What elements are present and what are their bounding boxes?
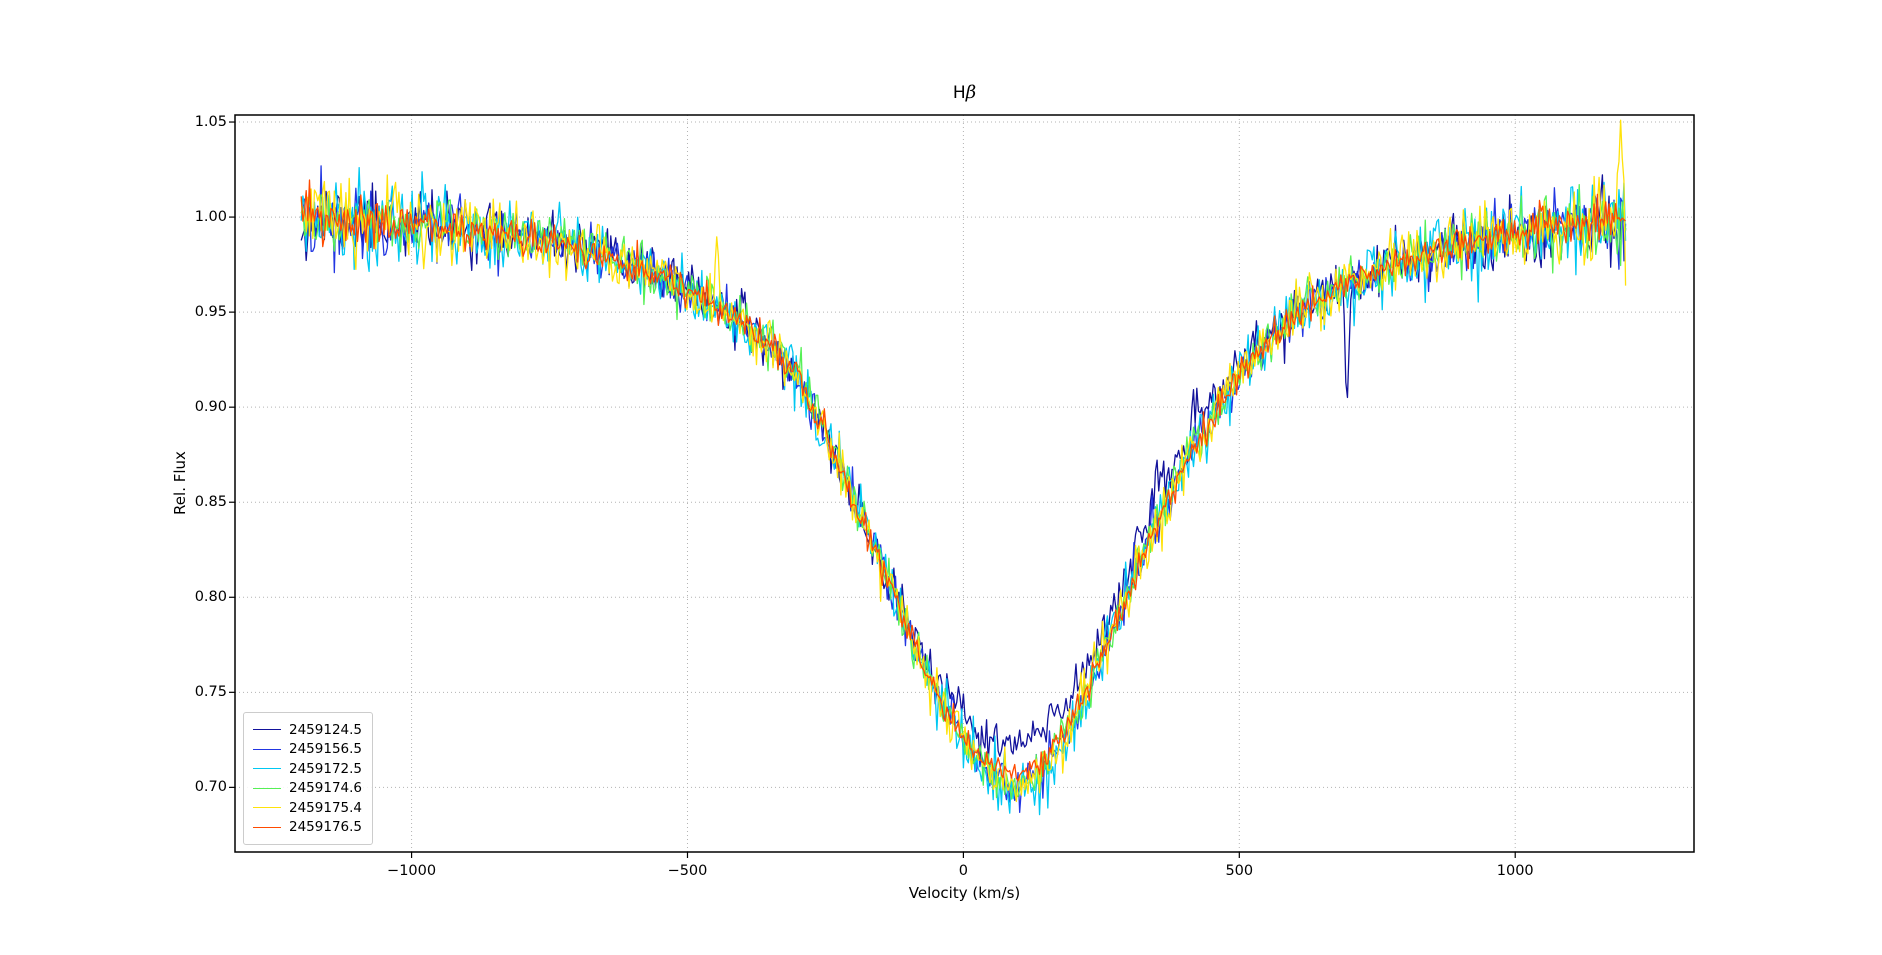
legend-entry-2459174.6: 2459174.6 xyxy=(253,779,362,799)
y-tick-label: 0.80 xyxy=(194,589,227,606)
legend-label: 2459176.5 xyxy=(289,819,363,836)
x-tick-label: 1000 xyxy=(1496,863,1534,879)
y-tick-label: 0.90 xyxy=(194,399,227,416)
legend-label: 2459124.5 xyxy=(289,721,363,738)
legend-box: 2459124.5 2459156.5 2459172.5 2459174.6 2459… xyxy=(243,712,374,845)
y-tick-label: 0.85 xyxy=(194,494,227,511)
y-axis-label: Rel. Flux xyxy=(171,451,189,515)
legend-entry-2459175.4: 2459175.4 xyxy=(253,798,362,818)
y-tick-label: 1.00 xyxy=(194,209,227,226)
y-tick-label: 0.95 xyxy=(194,304,227,321)
x-tick-label: −500 xyxy=(667,863,708,879)
legend-line-sample xyxy=(253,768,281,770)
legend-entry-2459156.5: 2459156.5 xyxy=(253,740,362,760)
y-tick-label: 0.75 xyxy=(194,684,227,701)
chart-title-beta: β xyxy=(965,82,977,103)
chart-title: Hβ xyxy=(235,84,1694,102)
y-tick-label: 0.70 xyxy=(194,779,227,796)
legend-line-sample xyxy=(253,826,281,828)
x-tick-label: 500 xyxy=(1225,863,1254,879)
legend-label: 2459174.6 xyxy=(289,780,363,797)
legend-entry-2459172.5: 2459172.5 xyxy=(253,759,362,779)
x-axis-label: Velocity (km/s) xyxy=(908,884,1021,902)
legend-line-sample xyxy=(253,787,281,789)
x-tick-label: −1000 xyxy=(387,863,437,879)
chart-title-prefix: H xyxy=(952,83,966,103)
legend-line-sample xyxy=(253,748,281,750)
series-line-2459176.5 xyxy=(300,179,1626,782)
axes-spines xyxy=(234,114,1695,853)
legend-label: 2459156.5 xyxy=(289,741,363,758)
x-tick-label: 0 xyxy=(958,863,968,879)
legend-line-sample xyxy=(253,729,281,731)
y-tick-label: 1.05 xyxy=(194,114,227,131)
legend-label: 2459172.5 xyxy=(289,760,363,777)
legend-entry-2459176.5: 2459176.5 xyxy=(253,818,362,838)
legend-line-sample xyxy=(253,807,281,809)
legend-label: 2459175.4 xyxy=(289,799,363,816)
legend-entry-2459124.5: 2459124.5 xyxy=(253,720,362,740)
